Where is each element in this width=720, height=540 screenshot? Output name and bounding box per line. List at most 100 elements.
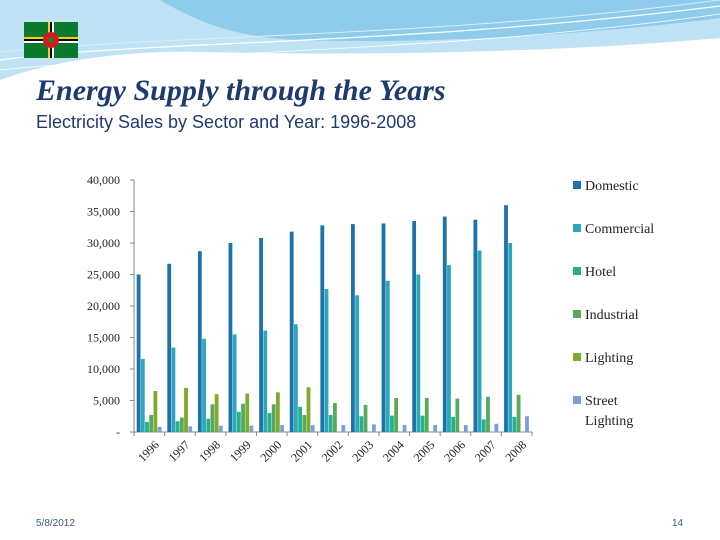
bar-industrial-2004 [394,397,399,432]
bar-street-lighting-2008 [525,416,529,432]
bar-street-lighting-2000 [280,425,284,432]
bar-industrial-2007 [486,396,490,432]
bar-commercial-2003 [355,295,360,432]
bar-commercial-2000 [263,330,268,432]
bar-hotel-2000 [267,413,272,432]
x-tick-label: 2001 [288,438,315,465]
bar-commercial-2006 [447,265,451,432]
bar-industrial-2002 [333,403,337,432]
bar-commercial-1998 [202,338,206,432]
bar-domestic-2001 [289,231,294,432]
bar-commercial-1997 [171,347,176,432]
bar-domestic-2006 [442,216,447,432]
bar-hotel-1998 [206,418,211,432]
x-tick-label: 2000 [258,438,285,465]
y-tick-label: 20,000 [87,299,120,313]
bar-industrial-2006 [455,398,460,432]
legend-label: Street Lighting [585,394,633,429]
legend-swatch [573,267,581,275]
bar-hotel-2001 [298,406,302,432]
bar-industrial-2001 [302,414,307,432]
bar-hotel-2008 [512,416,517,432]
dominica-flag-logo [24,22,78,58]
bar-industrial-2003 [363,404,368,432]
bar-commercial-2007 [477,250,482,432]
bar-commercial-2008 [508,243,513,432]
y-tick-label: 5,000 [93,394,120,408]
bar-hotel-1996 [145,421,149,432]
legend-label: Lighting [585,351,633,366]
bar-domestic-2008 [504,205,508,432]
chart-legend: Domestic Commercial Hotel Industrial Lightin… [573,179,654,429]
y-tick-label: 15,000 [87,331,120,345]
bar-street-lighting-2001 [310,425,315,432]
legend-label: Domestic [585,179,639,194]
x-tick-label: 2002 [319,438,346,465]
bar-street-lighting-2004 [402,425,407,432]
chart-bars [136,205,529,432]
y-tick-label: 10,000 [87,362,120,376]
x-tick-label: 2005 [411,438,438,465]
slide-subtitle: Electricity Sales by Sector and Year: 19… [36,112,417,132]
bar-lighting-1997 [184,387,188,432]
slide-title: Energy Supply through the Years [36,74,446,107]
legend-swatch [573,353,581,361]
bar-domestic-1996 [136,274,141,432]
x-axis-tick-labels: 1996 1997 1998 1999 2000 2001 2002 2003 2004 2005… [135,438,529,465]
bar-industrial-1997 [179,417,184,432]
legend-label: Hotel [585,265,616,280]
bar-hotel-2005 [420,415,425,432]
bar-street-lighting-1996 [157,426,162,432]
bar-street-lighting-2005 [433,425,438,432]
x-tick-label: 1996 [135,438,162,465]
x-tick-label: 2007 [472,438,499,465]
y-tick-label: - [116,425,120,439]
y-tick-label: 35,000 [87,205,120,219]
legend-label: Commercial [585,222,654,237]
y-tick-label: 25,000 [87,268,120,282]
x-tick-label: 2006 [441,438,468,465]
bar-street-lighting-2002 [341,425,346,432]
bar-commercial-1999 [232,334,237,432]
bar-domestic-2000 [259,237,263,432]
bar-domestic-2002 [320,225,325,432]
legend-label: Industrial [585,308,639,323]
bar-hotel-1999 [236,411,241,432]
legend-swatch [573,396,581,404]
bar-lighting-1999 [245,393,250,432]
chart-axes [130,179,533,436]
legend-swatch [573,224,581,232]
bar-commercial-1996 [140,358,145,432]
bar-domestic-2004 [381,223,386,432]
bar-commercial-2005 [416,274,421,432]
x-tick-label: 2003 [349,438,376,465]
x-tick-label: 1998 [196,438,223,465]
bar-street-lighting-2006 [463,425,468,432]
bar-domestic-2007 [473,219,478,432]
bar-commercial-2004 [385,280,390,432]
slide-date: 5/8/2012 [36,518,75,529]
bar-industrial-2000 [271,404,276,432]
bar-industrial-1999 [241,403,245,432]
x-tick-label: 2004 [380,438,407,465]
bar-street-lighting-2003 [372,424,376,432]
y-axis-tick-labels: - 5,000 10,000 15,000 20,000 25,000 30,000 35,0… [87,173,120,439]
bar-industrial-1998 [210,404,215,432]
bar-hotel-2003 [359,416,364,432]
legend-swatch [573,310,581,318]
bar-commercial-2001 [293,324,298,432]
bar-industrial-2008 [516,394,521,432]
bar-street-lighting-2007 [494,423,499,432]
y-tick-label: 30,000 [87,236,120,250]
bar-industrial-1996 [149,414,154,432]
bar-domestic-1999 [228,243,233,432]
bar-domestic-1998 [197,251,202,432]
bar-lighting-2001 [306,387,311,432]
bar-lighting-2000 [275,392,280,432]
bar-street-lighting-1997 [188,426,193,432]
bar-hotel-2002 [328,414,333,432]
bar-street-lighting-1999 [249,425,254,432]
y-tick-label: 40,000 [87,173,120,187]
